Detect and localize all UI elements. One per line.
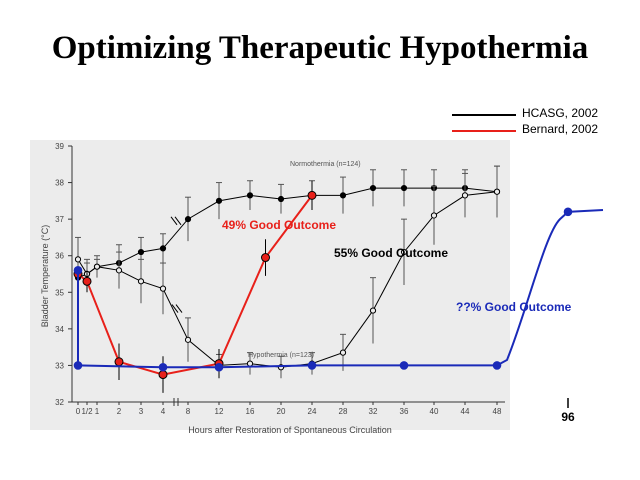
- x-tick-label: 28: [339, 407, 348, 416]
- x-tick-label: 40: [430, 407, 439, 416]
- normothermia-break-mark: [170, 216, 178, 226]
- legend-label-bernard: Bernard, 2002: [522, 122, 599, 136]
- hypothermia-point: [93, 263, 101, 270]
- y-tick-label: 37: [55, 215, 64, 224]
- normothermia-point: [369, 184, 377, 192]
- legend-label-hcasg: HCASG, 2002: [522, 106, 599, 120]
- annotation-hypothermia-n-123: Hypothermia (n=123): [248, 352, 314, 359]
- x-tick-label: 44: [461, 407, 470, 416]
- x-tick-label: 4: [161, 407, 166, 416]
- bernard-2002-point: [82, 276, 92, 286]
- x-tick-label: 48: [493, 407, 502, 416]
- normothermia-point: [246, 192, 254, 199]
- x-tick-label: 16: [246, 407, 255, 416]
- projected-point: [492, 361, 502, 370]
- hypothermia-break-mark: [175, 304, 183, 313]
- hypothermia-point: [461, 192, 469, 199]
- hypothermia-point: [159, 285, 167, 292]
- x-tick-label: 1/2: [81, 407, 93, 416]
- x-tick-label: 0: [76, 407, 81, 416]
- bernard-2002-point: [114, 357, 124, 367]
- x-tick-label: 3: [139, 407, 144, 416]
- hypothermia-point: [137, 278, 145, 285]
- projected-point: [214, 362, 224, 372]
- x-tick-label: 32: [369, 407, 378, 416]
- projected-point: [73, 266, 83, 275]
- y-tick-label: 33: [55, 361, 64, 370]
- projected-point: [399, 361, 409, 370]
- chart-marks: [73, 165, 604, 393]
- x-tick-label-96: 96: [561, 410, 575, 424]
- hypothermia-break-mark: [171, 304, 179, 313]
- projected-point: [563, 207, 573, 217]
- y-tick-label: 35: [55, 288, 64, 297]
- legend-swatch-hcasg: [452, 114, 516, 116]
- x-tick-label: 36: [400, 407, 409, 416]
- hypothermia-point: [369, 307, 377, 314]
- projected-point: [158, 362, 168, 372]
- hypothermia-point: [246, 360, 254, 367]
- hypothermia-point: [115, 267, 123, 274]
- chart-labels: Hours after Restoration of Spontaneous C…: [40, 161, 572, 435]
- normothermia-point: [159, 245, 167, 252]
- annotation-good-outcome: ??% Good Outcome: [456, 300, 572, 314]
- hypothermia-point: [493, 188, 501, 195]
- y-tick-label: 38: [55, 179, 64, 188]
- annotation-49-good-outcome: 49% Good Outcome: [222, 218, 336, 232]
- y-tick-label: 34: [55, 325, 64, 334]
- hypothermia-point: [184, 336, 192, 343]
- normothermia-point: [339, 192, 347, 199]
- hypothermia-point: [400, 248, 408, 256]
- y-tick-label: 32: [55, 398, 64, 407]
- normothermia-point: [400, 184, 408, 192]
- legend-item-hcasg: HCASG, 2002: [452, 106, 637, 122]
- x-tick-label: 20: [277, 407, 286, 416]
- y-axis-label: Bladder Temperature (°C): [40, 225, 50, 327]
- normothermia-point: [184, 216, 192, 223]
- x-tick-label: 8: [186, 407, 191, 416]
- chart-legend: HCASG, 2002 Bernard, 2002: [452, 106, 637, 140]
- figure-background: [30, 140, 510, 430]
- annotation-55-good-outcome: 55% Good Outcome: [334, 246, 448, 260]
- normothermia-point: [137, 248, 145, 256]
- x-axis-label: Hours after Restoration of Spontaneous C…: [188, 425, 392, 435]
- x-tick-label: 12: [215, 407, 224, 416]
- projected-point: [73, 361, 83, 370]
- legend-swatch-bernard: [452, 130, 516, 132]
- normothermia-point: [277, 195, 285, 203]
- x-tick-label: 1: [95, 407, 100, 416]
- normothermia-break-mark: [174, 216, 182, 226]
- y-tick-label: 39: [55, 142, 64, 151]
- chart-title: Optimizing Therapeutic Hypothermia: [51, 30, 589, 66]
- annotation-normothermia-n-124: Normothermia (n=124): [290, 161, 361, 168]
- bernard-2002-point: [307, 190, 317, 200]
- hypothermia-point: [430, 212, 438, 219]
- legend-item-bernard: Bernard, 2002: [452, 122, 637, 138]
- hypothermia-point: [74, 256, 82, 263]
- projected-point: [307, 361, 317, 370]
- normothermia-point: [215, 197, 223, 204]
- hypothermia-point: [339, 349, 347, 356]
- y-tick-label: 36: [55, 252, 64, 261]
- bernard-2002-point: [158, 370, 168, 380]
- x-tick-label: 24: [308, 407, 317, 416]
- x-tick-label: 2: [117, 407, 122, 416]
- bernard-2002-point: [261, 253, 270, 263]
